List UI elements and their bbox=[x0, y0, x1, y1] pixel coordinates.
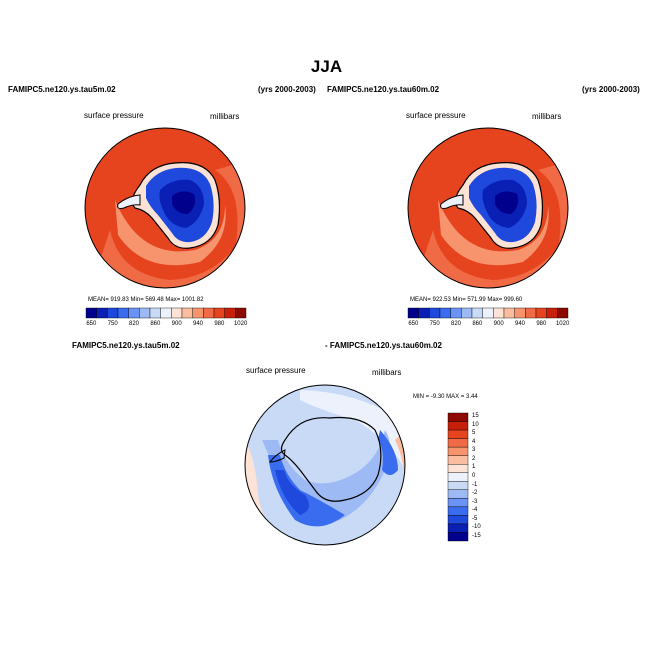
panel2-units-label: millibars bbox=[532, 112, 562, 121]
panel1-map-border bbox=[84, 127, 246, 289]
colorbar-tick-label: 5 bbox=[472, 430, 476, 437]
colorbar-tick-label: 1020 bbox=[555, 321, 570, 327]
panel1-variable-label: surface pressure bbox=[84, 111, 144, 120]
panel2-stats: MEAN= 922.53 Min= 571.99 Max= 999.60 bbox=[410, 297, 523, 303]
panel2-variable-label: surface pressure bbox=[406, 111, 466, 120]
diff-variable-label: surface pressure bbox=[246, 366, 306, 375]
diff-antarctica-outline bbox=[280, 416, 382, 502]
diff-light-band bbox=[300, 390, 405, 470]
diff-units-label: millibars bbox=[372, 368, 402, 377]
colorbar-swatch bbox=[557, 307, 569, 319]
diff-peninsula-outline bbox=[269, 449, 286, 463]
colorbar-tick-label: -1 bbox=[472, 481, 478, 488]
panel1-ocean-band-inner bbox=[115, 200, 226, 266]
panel2-case-name: FAMIPC5.ne120.ys.tau60m.02 bbox=[327, 85, 440, 94]
colorbar-tick-label: 900 bbox=[493, 321, 504, 327]
colorbar-swatch bbox=[447, 498, 469, 508]
colorbar-swatch bbox=[447, 472, 469, 482]
colorbar-tick-label: -5 bbox=[472, 515, 478, 522]
colorbar-tick-label: 650 bbox=[408, 321, 419, 327]
colorbar-tick-label: 15 bbox=[472, 413, 479, 420]
colorbar-tick-label: -4 bbox=[472, 507, 478, 514]
panel1-peninsula bbox=[117, 194, 141, 209]
diff-map-border bbox=[244, 384, 406, 546]
colorbar-tick-label: 980 bbox=[536, 321, 547, 327]
diff-stats: MIN = -9.30 MAX = 3.44 bbox=[413, 394, 478, 400]
panel1-colorbar bbox=[85, 307, 247, 319]
colorbar-tick-label: 860 bbox=[472, 321, 483, 327]
colorbar-tick-label: 3 bbox=[472, 447, 476, 454]
colorbar-swatch bbox=[447, 464, 469, 473]
colorbar-swatch bbox=[447, 438, 469, 448]
diff-case-b: - FAMIPC5.ne120.ys.tau60m.02 bbox=[325, 341, 442, 350]
panel1-units-label: millibars bbox=[210, 112, 240, 121]
panel2-peninsula bbox=[440, 194, 464, 209]
colorbar-swatch bbox=[447, 481, 469, 491]
colorbar-swatch bbox=[447, 506, 469, 516]
colorbar-tick-label: 860 bbox=[150, 321, 161, 327]
colorbar-tick-label: 650 bbox=[86, 321, 97, 327]
colorbar-tick-label: 10 bbox=[472, 421, 479, 428]
colorbar-tick-label: -15 bbox=[472, 532, 481, 539]
colorbar-swatch bbox=[447, 515, 469, 525]
colorbar-tick-label: 940 bbox=[514, 321, 525, 327]
colorbar-tick-label: 820 bbox=[128, 321, 139, 327]
colorbar-tick-label: 750 bbox=[429, 321, 440, 327]
colorbar-tick-label: 0 bbox=[472, 473, 476, 479]
colorbar-tick-label: 1 bbox=[472, 464, 476, 471]
colorbar-swatch bbox=[447, 429, 469, 439]
colorbar-tick-label: 980 bbox=[214, 321, 225, 327]
figure-title: JJA bbox=[310, 57, 343, 76]
colorbar-tick-label: -2 bbox=[472, 490, 478, 497]
colorbar-swatch bbox=[447, 412, 469, 422]
colorbar-tick-label: -3 bbox=[472, 498, 478, 505]
panel2-antarctica-peak bbox=[495, 191, 519, 214]
panel2-years: (yrs 2000-2003) bbox=[582, 85, 640, 94]
colorbar-swatch bbox=[447, 421, 469, 431]
panel1-case-name: FAMIPC5.ne120.ys.tau5m.02 bbox=[8, 85, 116, 94]
diff-negative-east bbox=[378, 430, 398, 475]
colorbar-tick-label: 1020 bbox=[233, 321, 248, 327]
colorbar-tick-label: 820 bbox=[450, 321, 461, 327]
colorbar-tick-label: 750 bbox=[107, 321, 118, 327]
colorbar-swatch bbox=[447, 446, 469, 456]
diff-negative-core bbox=[268, 455, 345, 527]
diff-negative-deep bbox=[275, 470, 309, 515]
colorbar-tick-label: -10 bbox=[472, 524, 481, 531]
colorbar-tick-label: 4 bbox=[472, 438, 476, 445]
panel1-years: (yrs 2000-2003) bbox=[258, 85, 316, 94]
colorbar-swatch bbox=[447, 532, 469, 542]
colorbar-tick-label: 2 bbox=[472, 455, 476, 462]
panel2-map-border bbox=[407, 127, 569, 289]
panel2-colorbar bbox=[407, 307, 569, 319]
panel2-ocean-band-inner bbox=[438, 200, 549, 266]
panel1-stats: MEAN= 919.83 Min= 569.48 Max= 1001.82 bbox=[88, 297, 204, 303]
diff-colorbar bbox=[447, 412, 469, 542]
colorbar-swatch bbox=[447, 489, 469, 499]
colorbar-tick-label: 900 bbox=[171, 321, 182, 327]
panel1-antarctica-peak bbox=[172, 191, 196, 214]
diff-case-a: FAMIPC5.ne120.ys.tau5m.02 bbox=[72, 341, 180, 350]
colorbar-tick-label: 940 bbox=[192, 321, 203, 327]
colorbar-swatch bbox=[235, 307, 247, 319]
colorbar-swatch bbox=[447, 523, 469, 533]
colorbar-swatch bbox=[447, 455, 469, 465]
